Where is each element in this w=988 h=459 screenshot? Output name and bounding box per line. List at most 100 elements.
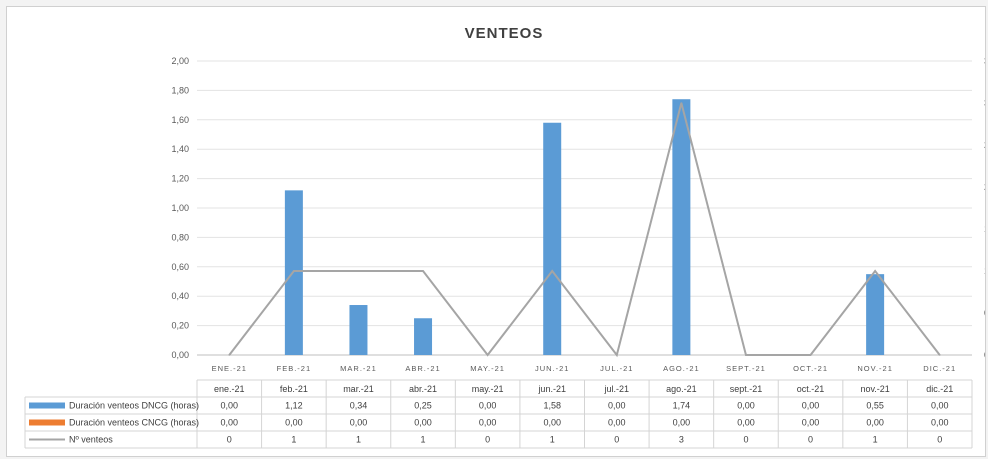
x-tick-label: NOV.-21 [857, 364, 893, 373]
y-tick-label: 2,00 [171, 56, 189, 66]
line-point [486, 354, 489, 356]
table-cell: 0 [227, 435, 232, 445]
table-header-cell: jul.-21 [604, 384, 630, 394]
x-tick-label: SEPT.-21 [726, 364, 766, 373]
table-cell: 0,00 [802, 401, 820, 411]
bar-dncg [866, 274, 885, 355]
table-cell: 0,00 [608, 401, 626, 411]
bars-dncg [284, 99, 885, 356]
y-tick-label: 0,60 [171, 262, 189, 272]
table-cell: 1,12 [285, 401, 303, 411]
bar-dncg [284, 190, 303, 355]
line-point [874, 270, 876, 272]
chart-frame: VENTEOS 0,00 0,20 0,40 0,60 0,80 1,00 1,20 1,40… [6, 6, 986, 457]
y2-tick-label: 3 [984, 98, 986, 108]
table-header-cell: abr.-21 [409, 384, 437, 394]
table-cell: 0 [614, 435, 619, 445]
line-point [680, 102, 683, 104]
y-tick-label: 0,00 [171, 350, 189, 360]
chart-title: VENTEOS [465, 25, 544, 42]
table-cell: 1,74 [673, 401, 691, 411]
table-header-cell: nov.-21 [860, 384, 889, 394]
table-header-cell: jun.-21 [537, 384, 566, 394]
x-axis: ENE.-21 FEB.-21 MAR.-21 ABR.-21 MAY.-21 JUN.-… [212, 364, 956, 373]
x-tick-label: DIC.-21 [923, 364, 956, 373]
table-cell: 0,55 [866, 401, 884, 411]
x-tick-label: FEB.-21 [277, 364, 312, 373]
line-point [745, 354, 747, 356]
line-point [938, 354, 941, 356]
gridlines [197, 60, 972, 356]
y-tick-label: 1,80 [171, 85, 189, 95]
x-tick-label: JUL.-21 [600, 364, 633, 373]
table-cell: 1 [421, 435, 426, 445]
table-cell: 0,00 [221, 418, 239, 428]
bar-dncg [543, 122, 562, 356]
x-tick-label: MAR.-21 [340, 364, 377, 373]
series-line [228, 102, 941, 358]
data-table: ene.-21 feb.-21 mar.-21 abr.-21 may.-21 jun.-… [24, 379, 973, 449]
line-point [809, 354, 812, 356]
y2-tick-label: 1 [984, 266, 986, 276]
y-tick-label: 0,80 [171, 232, 189, 242]
table-cell: 1,58 [543, 401, 561, 411]
table-cell: 0,00 [479, 418, 497, 428]
y2-tick-label: 0, [984, 308, 986, 318]
table-header-cell: feb.-21 [280, 384, 308, 394]
table-cell: 1 [356, 435, 361, 445]
table-cell: 1 [873, 435, 878, 445]
table-cell: 0,34 [350, 401, 368, 411]
y-axis-right: 0 0, 1 1, 2 2, 3 3, [984, 56, 986, 360]
table-cell: 0 [808, 435, 813, 445]
x-tick-label: ENE.-21 [212, 364, 247, 373]
legend-key [29, 402, 65, 409]
table-cell: 0,00 [931, 418, 949, 428]
table-header-cell: dic.-21 [926, 384, 953, 394]
line-point [293, 270, 295, 272]
table-cell: 0,00 [608, 418, 626, 428]
table-cell: 0,00 [543, 418, 561, 428]
table-cell: 0,00 [350, 418, 368, 428]
table-cell: 1 [291, 435, 296, 445]
table-cell: 0,00 [221, 401, 239, 411]
line-point [357, 270, 360, 272]
y2-tick-label: 0 [984, 350, 986, 360]
bar-dncg [414, 318, 433, 355]
table-cell: 0 [937, 435, 942, 445]
table-cell: 0,25 [414, 401, 432, 411]
table-cell: 0,00 [479, 401, 497, 411]
x-tick-label: MAY.-21 [470, 364, 505, 373]
legend-key [29, 419, 65, 426]
x-tick-label: OCT.-21 [793, 364, 828, 373]
y2-tick-label: 2 [984, 182, 986, 192]
y2-tick-label: 3, [984, 56, 986, 66]
table-cell: 0 [743, 435, 748, 445]
table-header-cell: may.-21 [472, 384, 504, 394]
line-point [422, 270, 424, 272]
venteos-chart: VENTEOS 0,000,200,400,600,801,001,201,40… [24, 25, 986, 449]
table-cell: 0,00 [931, 401, 949, 411]
y-tick-label: 1,00 [171, 203, 189, 213]
table-cell: 0,00 [737, 418, 755, 428]
bar-dncg [672, 99, 691, 355]
x-tick-label: JUN.-21 [535, 364, 570, 373]
table-cell: 0,00 [737, 401, 755, 411]
y2-tick-label: 2, [984, 140, 986, 150]
table-cell: 0,00 [285, 418, 303, 428]
line-point [551, 270, 554, 272]
y-tick-label: 1,20 [171, 174, 189, 184]
y-tick-label: 0,20 [171, 321, 189, 331]
table-header-cell: oct.-21 [797, 384, 825, 394]
y2-tick-label: 1, [984, 224, 986, 234]
x-tick-label: AGO.-21 [663, 364, 700, 373]
table-cell: 0,00 [414, 418, 432, 428]
table-cell: 3 [679, 435, 684, 445]
y-axis-left: 0,00 0,20 0,40 0,60 0,80 1,00 1,20 1,40 1,60 1,80… [171, 56, 189, 360]
table-header-cell: ago.-21 [666, 384, 697, 394]
legend-label: Duración venteos DNCG (horas) [69, 401, 199, 411]
line-n-venteos [228, 102, 941, 358]
y-tick-label: 1,60 [171, 115, 189, 125]
line-point [615, 354, 618, 356]
y-tick-label: 1,40 [171, 144, 189, 154]
y-tick-label: 0,40 [171, 291, 189, 301]
